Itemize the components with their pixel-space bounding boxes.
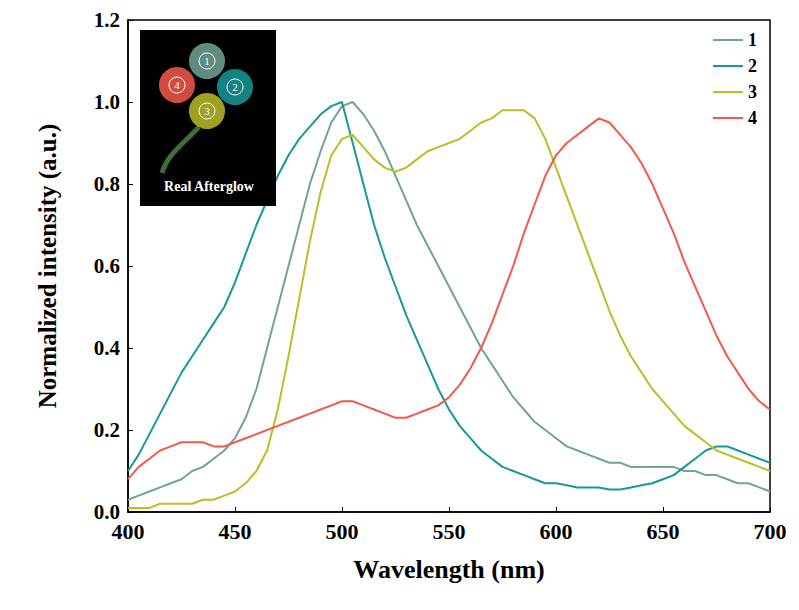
svg-text:500: 500 — [326, 519, 359, 544]
svg-text:0.0: 0.0 — [93, 500, 120, 524]
svg-text:Real Afterglow: Real Afterglow — [164, 179, 255, 194]
svg-text:0.4: 0.4 — [94, 336, 121, 360]
svg-text:1: 1 — [204, 55, 210, 67]
svg-text:700: 700 — [754, 519, 787, 544]
svg-text:1.2: 1.2 — [94, 8, 120, 32]
svg-text:450: 450 — [219, 519, 252, 544]
svg-text:Normalized intensity (a.u.): Normalized intensity (a.u.) — [34, 124, 62, 409]
svg-text:2: 2 — [232, 81, 238, 93]
svg-text:400: 400 — [112, 519, 145, 544]
svg-text:3: 3 — [204, 105, 210, 117]
svg-text:0.6: 0.6 — [94, 254, 120, 278]
svg-text:3: 3 — [748, 82, 757, 102]
svg-text:Wavelength (nm): Wavelength (nm) — [353, 555, 544, 584]
svg-text:650: 650 — [647, 519, 680, 544]
svg-text:1: 1 — [748, 30, 757, 50]
svg-text:4: 4 — [748, 108, 757, 128]
svg-text:4: 4 — [174, 79, 180, 91]
svg-text:550: 550 — [433, 519, 466, 544]
svg-text:0.8: 0.8 — [94, 172, 120, 196]
svg-text:1.0: 1.0 — [94, 90, 120, 114]
svg-text:0.2: 0.2 — [94, 418, 120, 442]
svg-text:600: 600 — [540, 519, 573, 544]
svg-text:2: 2 — [748, 56, 757, 76]
